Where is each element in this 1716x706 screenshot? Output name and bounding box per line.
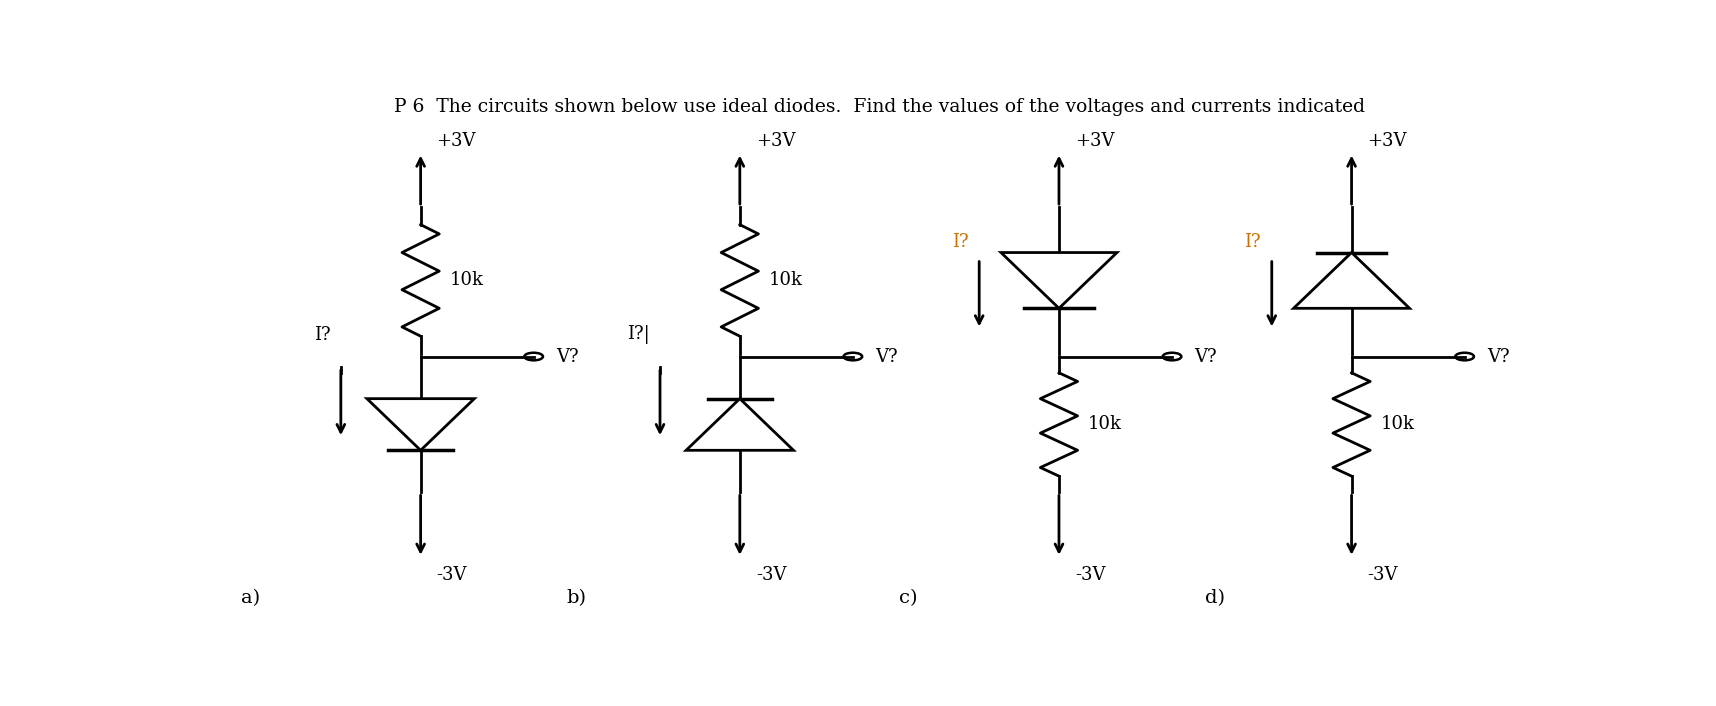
Text: -3V: -3V [1368,566,1399,584]
Polygon shape [1294,253,1409,309]
Text: I?: I? [952,234,968,251]
Text: +3V: +3V [436,132,475,150]
Text: 10k: 10k [1381,416,1414,433]
Text: +3V: +3V [755,132,795,150]
Polygon shape [686,399,793,450]
Text: P 6  The circuits shown below use ideal diodes.  Find the values of the voltages: P 6 The circuits shown below use ideal d… [395,98,1364,116]
Polygon shape [1000,253,1117,309]
Text: 10k: 10k [769,271,803,289]
Text: c): c) [899,590,918,607]
Text: I?: I? [1244,234,1261,251]
Text: +3V: +3V [1368,132,1407,150]
Text: V?: V? [1488,347,1510,366]
Text: -3V: -3V [436,566,467,584]
Text: V?: V? [875,347,897,366]
Text: b): b) [566,590,587,607]
Text: 10k: 10k [450,271,484,289]
Text: d): d) [1205,590,1225,607]
Polygon shape [367,399,474,450]
Text: I?: I? [314,325,329,344]
Text: -3V: -3V [1074,566,1105,584]
Text: -3V: -3V [755,566,786,584]
Text: I?|: I?| [626,325,649,345]
Text: a): a) [240,590,261,607]
Text: 10k: 10k [1088,416,1122,433]
Text: V?: V? [1194,347,1217,366]
Text: +3V: +3V [1074,132,1114,150]
Text: V?: V? [556,347,578,366]
